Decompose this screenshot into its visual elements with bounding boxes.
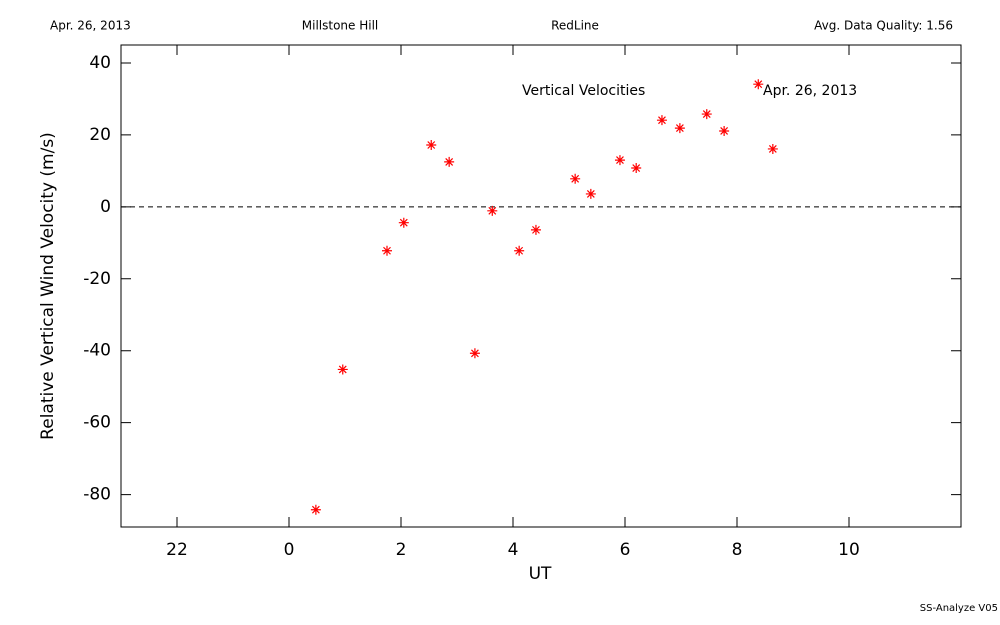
x-tick-label: 10 — [838, 540, 860, 560]
data-point — [570, 173, 581, 184]
y-tick-label: -80 — [83, 485, 111, 505]
x-tick-label: 2 — [396, 540, 407, 560]
x-tick-label: 4 — [508, 540, 519, 560]
data-point — [426, 139, 437, 150]
data-point — [753, 79, 764, 90]
footer: SS-Analyze V05 — [920, 603, 998, 614]
data-point — [719, 125, 730, 136]
x-tick-label: 22 — [166, 540, 188, 560]
data-point — [310, 504, 321, 515]
plot-frame — [120, 44, 962, 528]
x-tick-label: 6 — [620, 540, 631, 560]
data-point — [444, 156, 455, 167]
header-instrument: RedLine — [551, 19, 599, 33]
y-tick-label: -20 — [83, 269, 111, 289]
header-quality: Avg. Data Quality: 1.56 — [814, 19, 953, 33]
y-axis-label: Relative Vertical Wind Velocity (m/s) — [38, 132, 58, 440]
y-tick-label: -40 — [83, 341, 111, 361]
annotation: Vertical Velocities — [522, 83, 645, 99]
annotation: Apr. 26, 2013 — [763, 83, 857, 99]
x-axis-label: UT — [529, 564, 552, 584]
y-tick-label: 20 — [89, 125, 111, 145]
data-point — [674, 123, 685, 134]
header-date: Apr. 26, 2013 — [50, 19, 131, 33]
data-point — [585, 188, 596, 199]
y-tick-label: 0 — [100, 197, 111, 217]
data-point — [631, 163, 642, 174]
data-point — [656, 115, 667, 126]
data-point — [614, 155, 625, 166]
data-point — [530, 224, 541, 235]
data-point — [337, 364, 348, 375]
y-tick-label: 40 — [89, 53, 111, 73]
data-point — [382, 245, 392, 256]
data-point — [767, 143, 778, 154]
data-point — [487, 205, 498, 216]
data-point — [469, 348, 480, 359]
x-tick-label: 8 — [732, 540, 743, 560]
y-tick-label: -60 — [83, 413, 111, 433]
header-site: Millstone Hill — [302, 19, 378, 33]
data-point — [398, 217, 409, 228]
data-point — [514, 245, 525, 256]
x-tick-label: 0 — [284, 540, 295, 560]
data-point — [701, 109, 712, 120]
